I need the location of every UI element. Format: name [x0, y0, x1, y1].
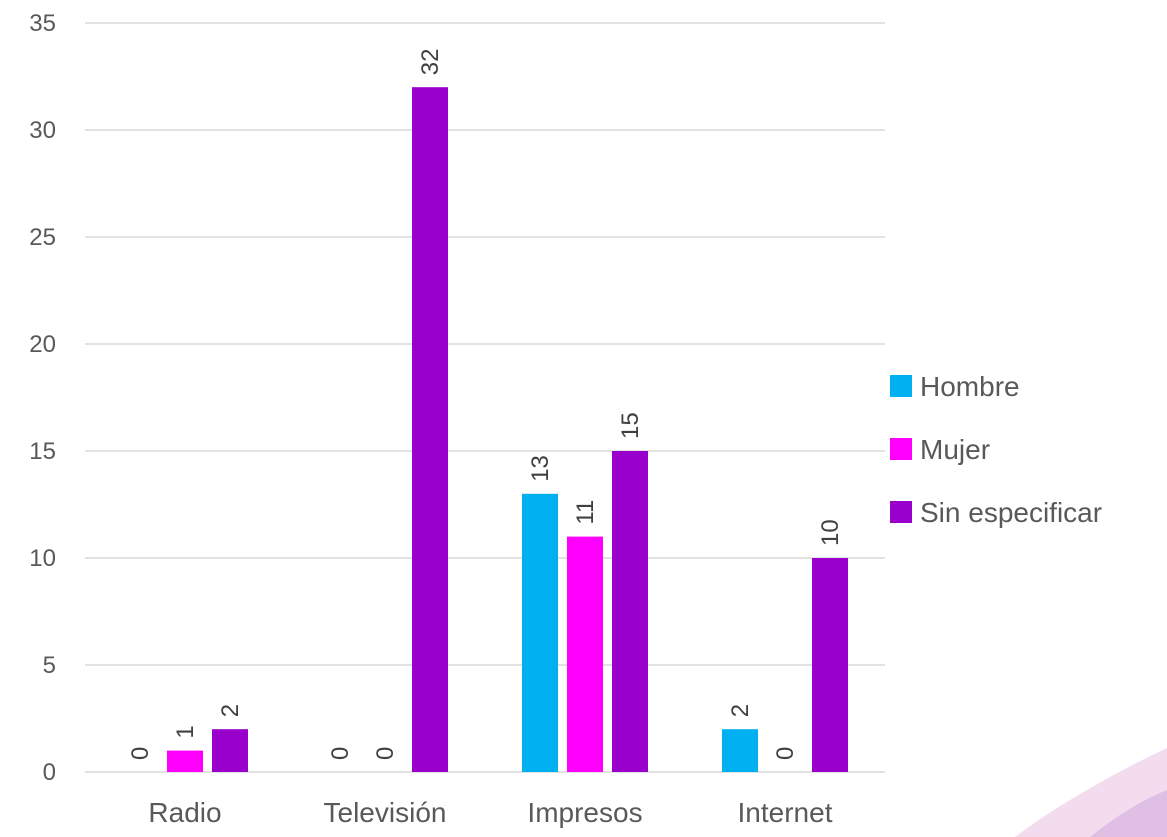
data-label: 15	[617, 412, 644, 439]
legend-swatch	[890, 375, 912, 397]
data-label: 0	[127, 747, 154, 760]
bar	[612, 451, 648, 772]
y-tick-label: 10	[29, 545, 56, 572]
bar	[812, 558, 848, 772]
legend-label: Hombre	[920, 371, 1020, 402]
legend-label: Mujer	[920, 434, 990, 465]
legend-label: Sin especificar	[920, 497, 1102, 528]
data-label: 0	[327, 747, 354, 760]
corner-decoration-shape	[1015, 748, 1167, 837]
y-axis-tick-labels: 0 5 10 15 20 25 30 35	[29, 10, 56, 786]
x-category-label: Radio	[148, 797, 221, 828]
x-axis-category-labels: Radio Televisión Impresos Internet	[148, 797, 832, 828]
bar	[567, 536, 603, 772]
y-tick-label: 25	[29, 224, 56, 251]
y-tick-label: 5	[43, 652, 56, 679]
data-label: 0	[772, 747, 799, 760]
legend: Hombre Mujer Sin especificar	[890, 371, 1102, 528]
corner-decoration	[1015, 748, 1167, 837]
bar	[212, 729, 248, 772]
legend-swatch	[890, 501, 912, 523]
bars	[167, 87, 848, 772]
data-label: 10	[817, 519, 844, 546]
data-label: 1	[172, 725, 199, 738]
gridlines	[85, 22, 885, 773]
bar	[722, 729, 758, 772]
data-label: 2	[727, 704, 754, 717]
y-tick-label: 0	[43, 759, 56, 786]
data-label: 13	[527, 455, 554, 482]
data-label: 11	[572, 500, 599, 525]
x-category-label: Televisión	[324, 797, 447, 828]
data-label: 2	[217, 704, 244, 717]
data-labels: 0 1 2 0 0 32 13 11 15 2 0 10	[127, 48, 844, 760]
y-tick-label: 15	[29, 438, 56, 465]
data-label: 32	[417, 48, 444, 75]
bar	[167, 750, 203, 772]
bar	[522, 493, 558, 772]
y-tick-label: 35	[29, 10, 56, 37]
bar	[412, 87, 448, 772]
y-tick-label: 20	[29, 331, 56, 358]
data-label: 0	[372, 747, 399, 760]
x-category-label: Internet	[738, 797, 833, 828]
x-category-label: Impresos	[527, 797, 642, 828]
corner-decoration-shape-2	[1090, 790, 1167, 837]
y-tick-label: 30	[29, 117, 56, 144]
legend-swatch	[890, 438, 912, 460]
